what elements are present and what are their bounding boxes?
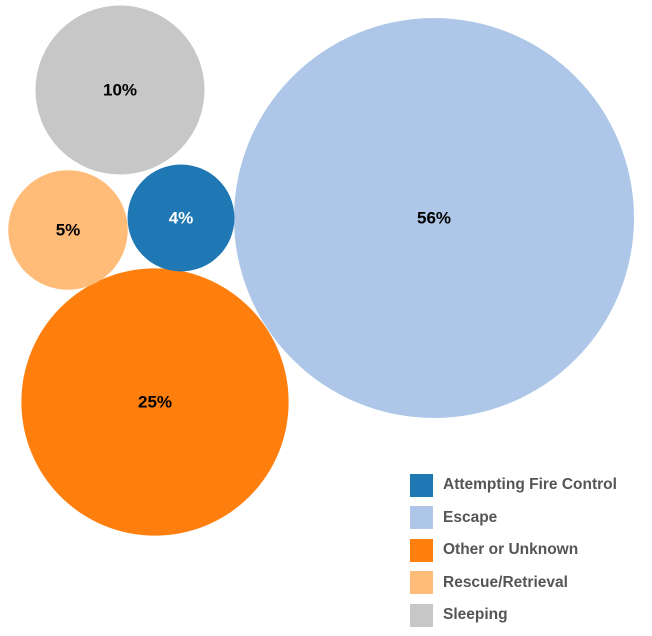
legend-swatch — [410, 603, 433, 627]
legend-label: Attempting Fire Control — [443, 476, 617, 493]
bubble-label-other-or-unknown: 25% — [138, 393, 172, 412]
legend-item-attempting-fire-control: Attempting Fire Control — [410, 473, 617, 497]
bubble-label-attempting-fire-control: 4% — [169, 209, 194, 228]
legend: Attempting Fire Control Escape Other or … — [410, 473, 617, 636]
bubble-attempting-fire-control — [127, 164, 235, 272]
bubble-label-sleeping: 10% — [103, 81, 137, 100]
legend-label: Escape — [443, 508, 498, 526]
bubble-label-rescue-retrieval: 5% — [56, 221, 81, 240]
bubble-other-or-unknown — [21, 268, 289, 536]
legend-label: Sleeping — [443, 606, 508, 623]
legend-swatch — [410, 571, 433, 594]
bubble-escape — [234, 18, 634, 418]
legend-swatch — [410, 473, 433, 497]
bubble-sleeping — [35, 5, 205, 175]
legend-swatch — [410, 506, 433, 529]
legend-item-other-or-unknown: Other or Unknown — [410, 538, 617, 562]
bubble-label-escape: 56% — [417, 209, 451, 228]
legend-item-escape: Escape — [410, 506, 617, 530]
legend-item-sleeping: Sleeping — [410, 603, 617, 627]
legend-swatch — [410, 538, 433, 562]
bubble-rescue-retrieval — [8, 170, 128, 290]
legend-label: Rescue/Retrieval — [443, 573, 568, 591]
legend-item-rescue-retrieval: Rescue/Retrieval — [410, 571, 617, 595]
legend-label: Other or Unknown — [443, 541, 579, 558]
